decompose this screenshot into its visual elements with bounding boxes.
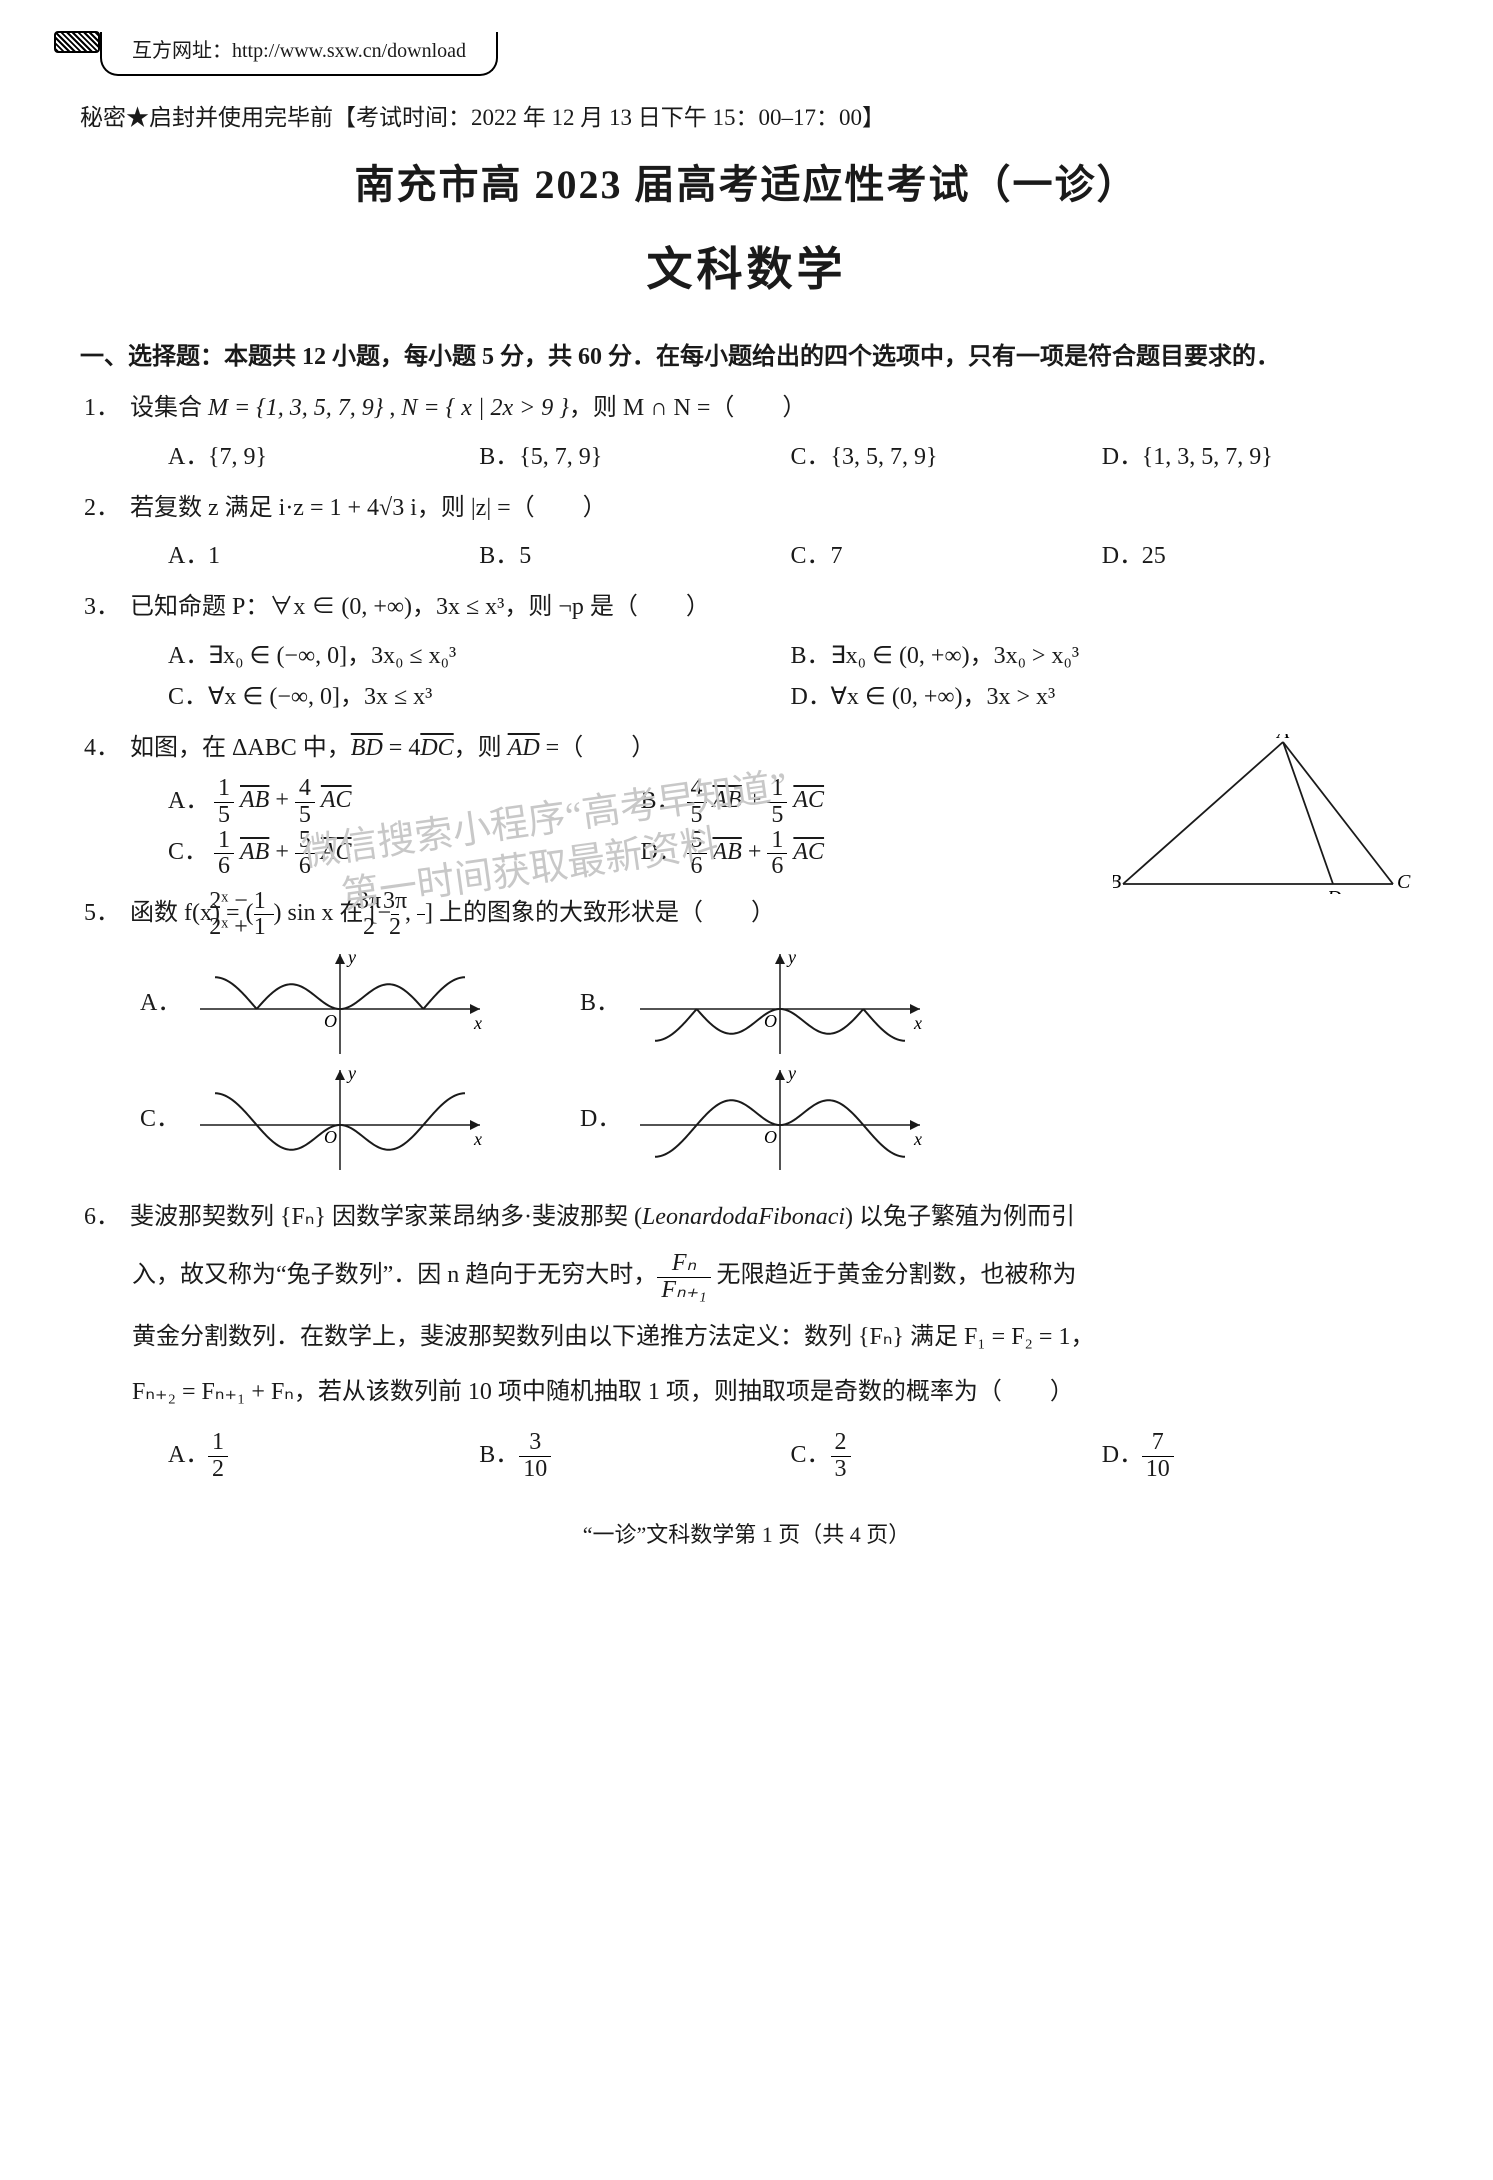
q5-graph-D: Ox y <box>630 1065 930 1175</box>
q5-opt-B-label: B． <box>580 983 630 1024</box>
q2-opt-B: B．5 <box>479 536 790 577</box>
question-4-wrap: 微信搜索小程序“高考早知道” 第一时间获取最新资料 4．如图，在 ΔABC 中，… <box>80 728 1413 880</box>
section-head-prefix: 一、 <box>80 344 128 370</box>
q5-opt-A-label: A． <box>140 983 190 1024</box>
q6-opt-D: D．710 <box>1102 1430 1413 1481</box>
q1-N: N = { x | 2x > 9 } <box>401 395 569 421</box>
q5-graph-B: Oxy <box>630 949 930 1059</box>
svg-text:y: y <box>786 1065 796 1083</box>
q1-opt-A: A．{7, 9} <box>168 437 479 478</box>
q6-options: A．12 B．310 C．23 D．710 <box>80 1430 1413 1481</box>
q4-opt-C: C． 16 AB + 56 AC <box>168 828 641 879</box>
q6-name-ital: LeonardodaFibonaci <box>642 1204 845 1230</box>
q3-opt-A: A．∃x₀ ∈ (−∞, 0]，3x₀ ≤ x₀³ <box>168 636 791 677</box>
q6-line3: 黄金分割数列．在数学上，斐波那契数列由以下递推方法定义：数列 {Fₙ} 满足 F… <box>80 1317 1413 1358</box>
q4-eq: = 4 <box>383 735 421 761</box>
top-url-box: 互方网址：http://www.sxw.cn/download <box>100 32 498 76</box>
q6-opt-C: C．23 <box>791 1430 1102 1481</box>
svg-text:B: B <box>1113 871 1121 893</box>
svg-text:x: x <box>473 1129 482 1149</box>
q1-opt-D: D．{1, 3, 5, 7, 9} <box>1102 437 1413 478</box>
q5-stem-post: ] 上的图象的大致形状是（ ） <box>425 900 775 926</box>
question-6: 6． 斐波那契数列 {Fₙ} 因数学家莱昂纳多·斐波那契 (LeonardodaF… <box>80 1197 1413 1238</box>
q3-stem: 已知命题 P：∀x ∈ (0, +∞)，3x ≤ x³，则 ¬p 是（ ） <box>130 594 710 620</box>
svg-text:C: C <box>1397 871 1411 893</box>
q5-number: 5． <box>80 893 120 934</box>
q4-opt-A: A． 15 AB + 45 AC <box>168 776 641 827</box>
q6-opt-A: A．12 <box>168 1430 479 1481</box>
question-1: 1． 设集合 M = {1, 3, 5, 7, 9} , N = { x | 2x… <box>80 388 1413 429</box>
q1-stem-post: ，则 M ∩ N =（ ） <box>569 395 807 421</box>
q3-opt-C: C．∀x ∈ (−∞, 0]，3x ≤ x³ <box>168 677 791 718</box>
q3-options: A．∃x₀ ∈ (−∞, 0]，3x₀ ≤ x₀³ B．∃x₀ ∈ (0, +∞… <box>80 636 1413 718</box>
q2-opt-C: C．7 <box>791 536 1102 577</box>
q5-opt-D-label: D． <box>580 1099 630 1140</box>
secrecy-line: 秘密★启封并使用完毕前【考试时间：2022 年 12 月 13 日下午 15：0… <box>80 98 1413 137</box>
q5-row-1: A． Ox y B． Ox y <box>80 949 1413 1059</box>
q1-M: M = {1, 3, 5, 7, 9} <box>208 395 383 421</box>
q6-opt-B: B．310 <box>479 1430 790 1481</box>
question-3: 3． 已知命题 P：∀x ∈ (0, +∞)，3x ≤ x³，则 ¬p 是（ ） <box>80 587 1413 628</box>
q2-stem: 若复数 z 满足 i·z = 1 + 4√3 i，则 |z| =（ ） <box>130 495 607 521</box>
svg-text:y: y <box>346 949 356 967</box>
q4-stem-post: ，则 <box>454 735 508 761</box>
main-title: 南充市高 2023 届高考适应性考试（一诊） <box>80 151 1413 219</box>
svg-text:O: O <box>764 1127 777 1147</box>
q1-options: A．{7, 9} B．{5, 7, 9} C．{3, 5, 7, 9} D．{1… <box>80 437 1413 478</box>
q4-tail: =（ ） <box>540 735 656 761</box>
q3-opt-B: B．∃x₀ ∈ (0, +∞)，3x₀ > x₀³ <box>791 636 1414 677</box>
qr-icon <box>54 31 100 53</box>
q4-opt-B: B． 45 AB + 15 AC <box>641 776 1114 827</box>
q1-sep: , <box>383 395 401 421</box>
q2-options: A．1 B．5 C．7 D．25 <box>80 536 1413 577</box>
q2-opt-A: A．1 <box>168 536 479 577</box>
q1-opt-C: C．{3, 5, 7, 9} <box>791 437 1102 478</box>
q4-stem-pre: 如图，在 ΔABC 中， <box>130 735 351 761</box>
question-2: 2． 若复数 z 满足 i·z = 1 + 4√3 i，则 |z| =（ ） <box>80 488 1413 529</box>
q6-line2: 入，故又称为“兔子数列”．因 n 趋向于无穷大时，FₙFₙ₊₁ 无限趋近于黄金分… <box>80 1251 1413 1302</box>
question-5: 5．函数 f(x) = (2ˣ − 12ˣ + 1) sin x 在 [−3π2… <box>80 889 1413 940</box>
q1-number: 1． <box>80 388 120 429</box>
svg-text:O: O <box>324 1011 337 1031</box>
q5-opt-C-label: C． <box>140 1099 190 1140</box>
q5-row-2: C． Ox y D． Ox y <box>80 1065 1413 1175</box>
top-url-text: 互方网址：http://www.sxw.cn/download <box>132 40 466 62</box>
svg-text:x: x <box>473 1013 482 1033</box>
q1-stem-pre: 设集合 <box>130 395 208 421</box>
svg-text:y: y <box>346 1065 356 1083</box>
page-footer: “一诊”文科数学第 1 页（共 4 页） <box>80 1516 1413 1553</box>
svg-text:x: x <box>913 1129 922 1149</box>
q3-number: 3． <box>80 587 120 628</box>
section-1-head: 一、选择题：本题共 12 小题，每小题 5 分，共 60 分．在每小题给出的四个… <box>80 337 1413 378</box>
svg-text:A: A <box>1275 734 1290 743</box>
svg-text:y: y <box>786 949 796 967</box>
q4-number: 4． <box>80 728 120 769</box>
svg-text:D: D <box>1326 887 1342 894</box>
q3-opt-D: D．∀x ∈ (0, +∞)，3x > x³ <box>791 677 1414 718</box>
q4-opt-D: D． 56 AB + 16 AC <box>641 828 1114 879</box>
q5-graph-A: Ox y <box>190 949 490 1059</box>
q5-graph-C: Oxy <box>190 1065 490 1175</box>
q2-opt-D: D．25 <box>1102 536 1413 577</box>
subject-title: 文科数学 <box>80 231 1413 309</box>
q6-line1-pre: 斐波那契数列 {Fₙ} 因数学家莱昂纳多·斐波那契 ( <box>130 1204 642 1230</box>
q6-line4: Fₙ₊₂ = Fₙ₊₁ + Fₙ，若从该数列前 10 项中随机抽取 1 项，则抽… <box>80 1372 1413 1413</box>
q4-triangle: A B D C <box>1113 734 1413 894</box>
q2-number: 2． <box>80 488 120 529</box>
q6-line1-post: ) 以兔子繁殖为例而引 <box>845 1204 1075 1230</box>
svg-text:x: x <box>913 1013 922 1033</box>
section-head-text: 选择题：本题共 12 小题，每小题 5 分，共 60 分．在每小题给出的四个选项… <box>128 344 1280 370</box>
q6-number: 6． <box>80 1197 120 1238</box>
q1-opt-B: B．{5, 7, 9} <box>479 437 790 478</box>
